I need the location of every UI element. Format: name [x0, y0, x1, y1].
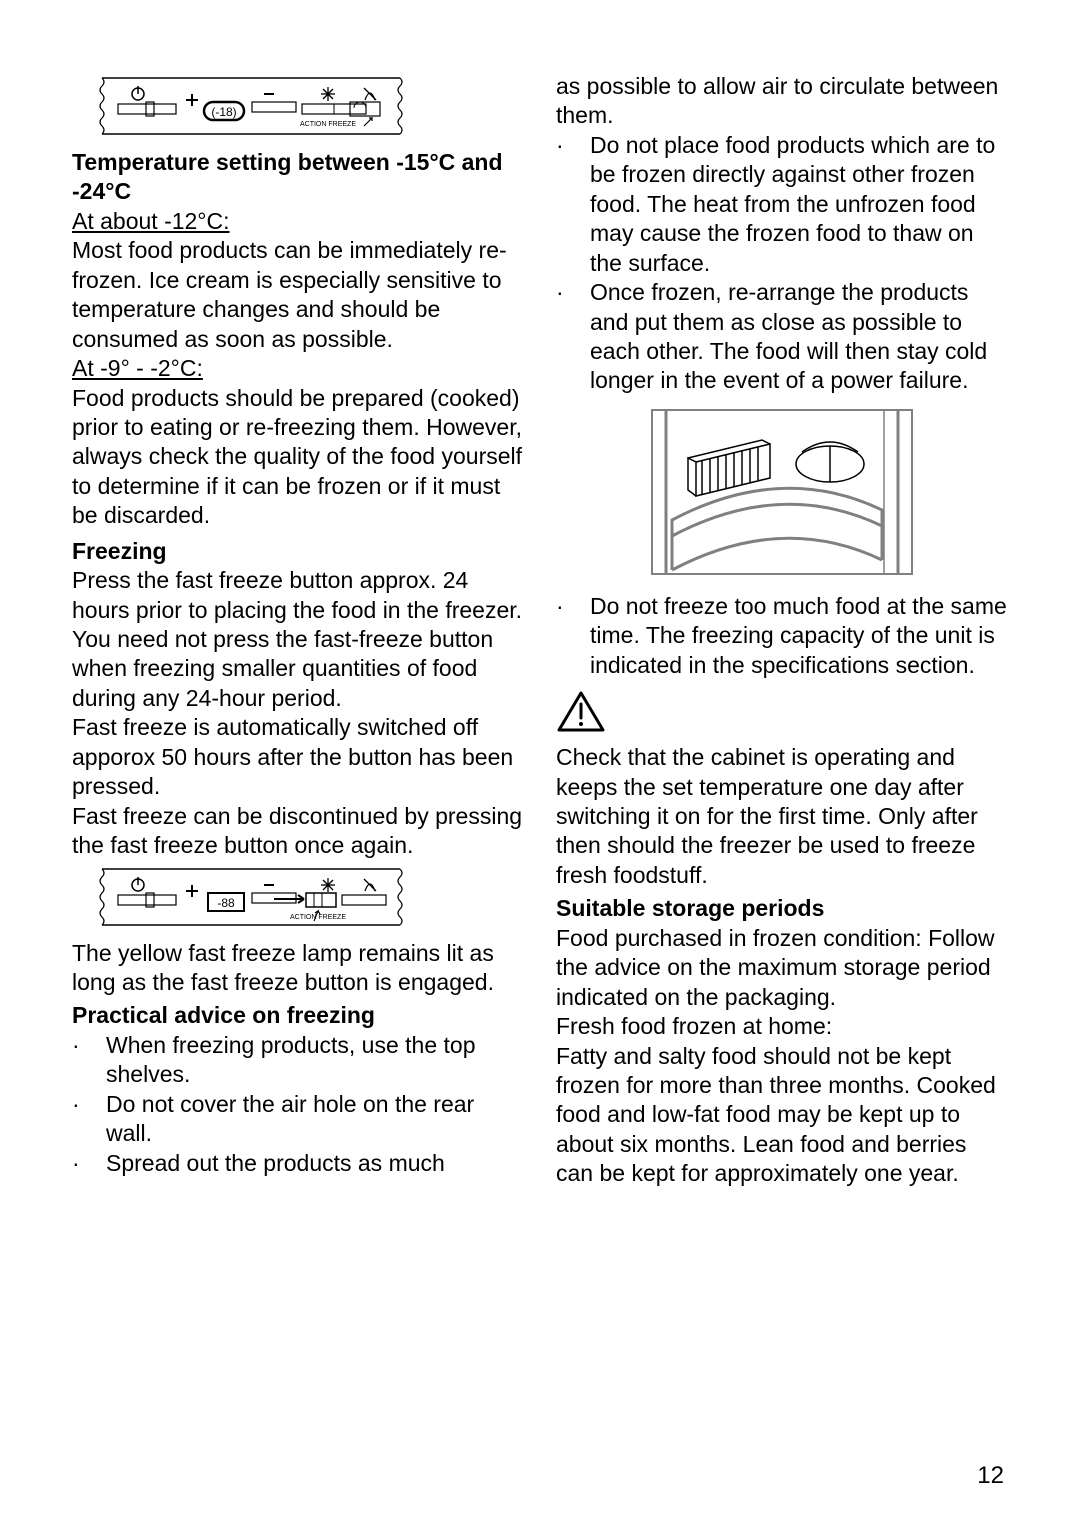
page-number: 12	[977, 1462, 1004, 1490]
sub-heading-9to2c: At -9° - -2°C:	[72, 354, 524, 383]
control-panel-figure-2: -88 ACTION FREEZE	[96, 863, 406, 933]
freezing-p4: Fast freeze can be discontinued by press…	[72, 802, 524, 861]
storage-p3: Fatty and salty food should not be kept …	[556, 1042, 1008, 1189]
after-panel2-text: The yellow fast freeze lamp remains lit …	[72, 939, 524, 998]
bullet-item: · Do not cover the air hole on the rear …	[72, 1090, 524, 1149]
body-12c: Most food products can be immediately re…	[72, 236, 524, 354]
bullet-item: · Do not place food products which are t…	[556, 131, 1008, 278]
warning-body: Check that the cabinet is operating and …	[556, 743, 1008, 890]
svg-text:ACTION FREEZE: ACTION FREEZE	[300, 121, 356, 128]
storage-p1: Food purchased in frozen condition: Foll…	[556, 924, 1008, 1012]
freezer-shelf-figure	[642, 402, 922, 582]
practical-advice-heading: Practical advice on freezing	[72, 1001, 524, 1030]
freezing-p3: Fast freeze is automatically switched of…	[72, 713, 524, 801]
storage-p2: Fresh food frozen at home:	[556, 1012, 1008, 1041]
svg-text:(-18): (-18)	[211, 105, 236, 119]
sub-heading-12c: At about -12°C:	[72, 207, 524, 236]
continuation-text: as possible to allow air to circulate be…	[556, 72, 1008, 131]
left-column: (-18) ACTION FREEZE	[72, 72, 524, 1189]
bullet-item: · Once frozen, re-arrange the products a…	[556, 278, 1008, 396]
bullet-item: · Do not freeze too much food at the sam…	[556, 592, 1008, 680]
freezing-p2: You need not press the fast-freeze butto…	[72, 625, 524, 713]
bullet-item: · Spread out the products as much	[72, 1149, 524, 1178]
temperature-setting-heading: Temperature setting between -15°C and -2…	[72, 148, 524, 207]
body-9to2c-b: prior to eating or re-freezing them. How…	[72, 413, 524, 531]
warning-icon	[556, 690, 606, 734]
storage-periods-heading: Suitable storage periods	[556, 894, 1008, 923]
freezing-p1: Press the fast freeze button approx. 24 …	[72, 566, 524, 625]
freezing-heading: Freezing	[72, 537, 524, 566]
svg-text:ACTION FREEZE: ACTION FREEZE	[290, 914, 346, 921]
right-column: as possible to allow air to circulate be…	[556, 72, 1008, 1189]
svg-text:-88: -88	[217, 896, 235, 910]
control-panel-figure-1: (-18) ACTION FREEZE	[96, 72, 406, 142]
bullet-item: · When freezing products, use the top sh…	[72, 1031, 524, 1090]
body-9to2c-a: Food products should be prepared (cooked…	[72, 384, 524, 413]
